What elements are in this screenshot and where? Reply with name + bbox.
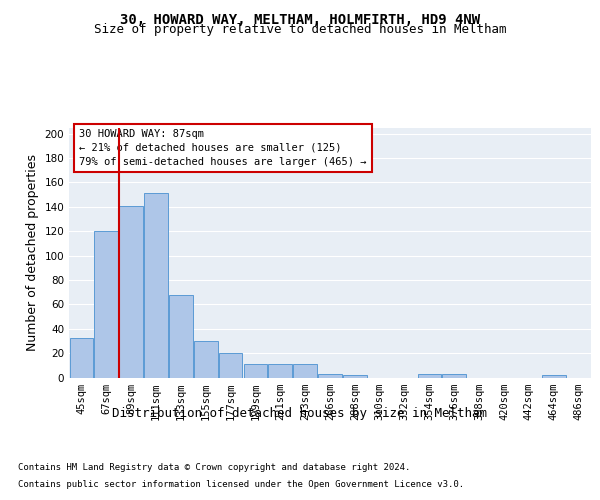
Bar <box>169 294 193 378</box>
Text: Contains HM Land Registry data © Crown copyright and database right 2024.: Contains HM Land Registry data © Crown c… <box>18 462 410 471</box>
Bar <box>94 231 118 378</box>
Text: 30, HOWARD WAY, MELTHAM, HOLMFIRTH, HD9 4NW: 30, HOWARD WAY, MELTHAM, HOLMFIRTH, HD9 … <box>120 12 480 26</box>
Y-axis label: Number of detached properties: Number of detached properties <box>26 154 39 351</box>
Text: 30 HOWARD WAY: 87sqm
← 21% of detached houses are smaller (125)
79% of semi-deta: 30 HOWARD WAY: 87sqm ← 21% of detached h… <box>79 128 367 167</box>
Bar <box>442 374 466 378</box>
Bar <box>119 206 143 378</box>
Text: Size of property relative to detached houses in Meltham: Size of property relative to detached ho… <box>94 22 506 36</box>
Bar <box>144 194 168 378</box>
Bar <box>542 375 566 378</box>
Text: Contains public sector information licensed under the Open Government Licence v3: Contains public sector information licen… <box>18 480 464 489</box>
Bar <box>418 374 441 378</box>
Text: Distribution of detached houses by size in Meltham: Distribution of detached houses by size … <box>113 408 487 420</box>
Bar <box>343 375 367 378</box>
Bar <box>318 374 342 378</box>
Bar <box>244 364 267 378</box>
Bar <box>194 341 218 378</box>
Bar <box>219 353 242 378</box>
Bar <box>268 364 292 378</box>
Bar <box>70 338 93 378</box>
Bar <box>293 364 317 378</box>
